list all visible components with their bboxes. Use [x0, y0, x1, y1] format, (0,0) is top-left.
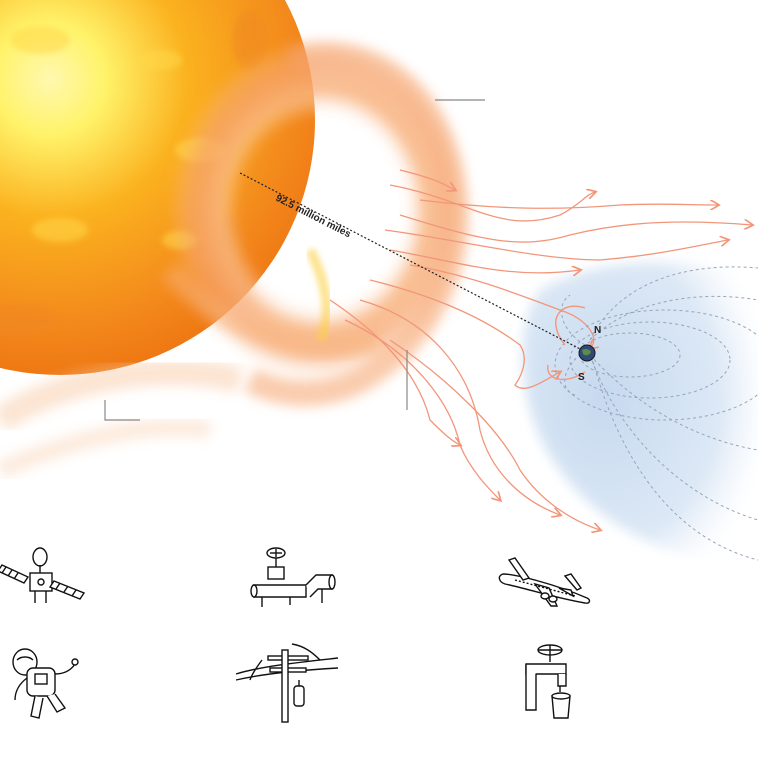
magnetosphere [522, 262, 758, 562]
earth-magnetic-field [554, 266, 758, 561]
earth-bow-shock [547, 305, 586, 381]
north-pole-label: N [594, 325, 601, 336]
water-faucet-icon [520, 638, 590, 723]
power-line-transformer-icon [232, 640, 342, 725]
callout-lines [104, 99, 485, 421]
astronaut-icon [5, 640, 85, 725]
earth: N S [578, 325, 601, 383]
airplane-icon [495, 540, 595, 610]
solar-wind-field-lines [329, 169, 752, 530]
oil-pipeline-valve-icon [250, 545, 340, 610]
coronal-mass-ejection [0, 40, 470, 479]
south-pole-label: S [578, 372, 585, 383]
satellite-icon [0, 545, 90, 610]
